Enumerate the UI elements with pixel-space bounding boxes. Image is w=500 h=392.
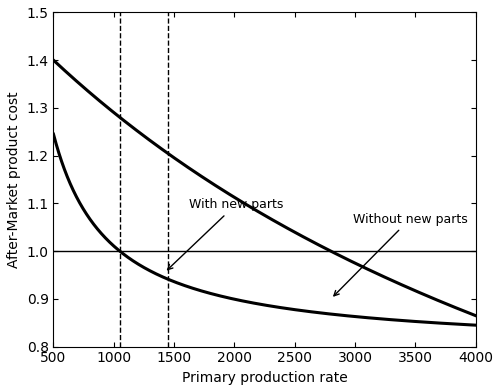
Text: Without new parts: Without new parts (334, 212, 468, 296)
Y-axis label: After-Market product cost: After-Market product cost (7, 91, 21, 268)
X-axis label: Primary production rate: Primary production rate (182, 371, 348, 385)
Text: With new parts: With new parts (168, 198, 283, 270)
